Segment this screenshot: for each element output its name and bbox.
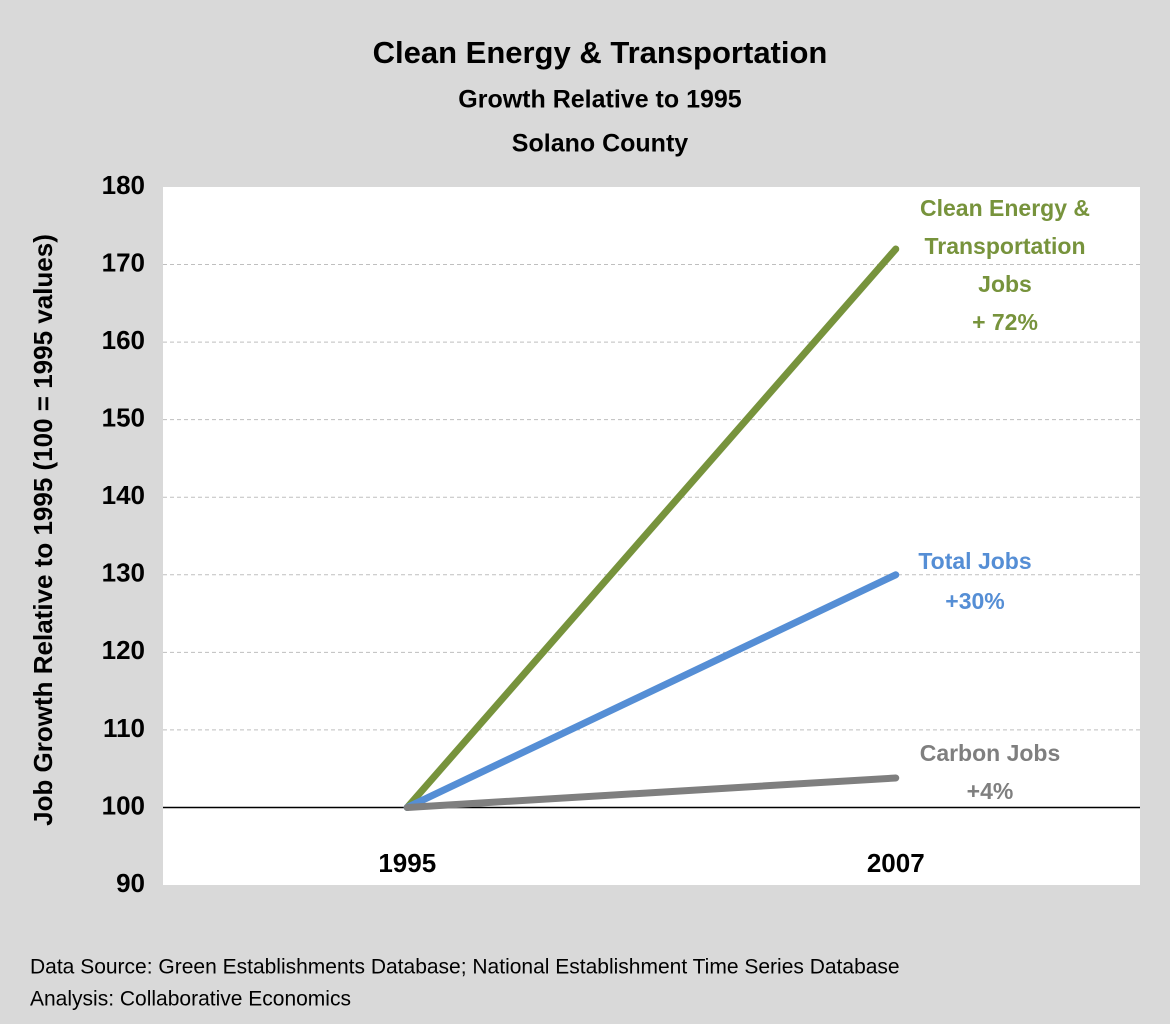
y-tick-label: 170 xyxy=(102,247,145,277)
series-label: +30% xyxy=(945,588,1004,614)
series-label: Transportation xyxy=(924,233,1085,259)
chart-subtitle: Growth Relative to 1995 xyxy=(458,86,742,114)
chart-subtitle: Solano County xyxy=(512,130,688,158)
series-label: Jobs xyxy=(978,271,1032,297)
chart-title: Clean Energy & Transportation xyxy=(373,35,828,70)
series-label: + 72% xyxy=(972,309,1038,335)
x-tick-label: 1995 xyxy=(378,848,436,878)
series-label: Carbon Jobs xyxy=(920,740,1061,766)
y-tick-label: 180 xyxy=(102,170,145,200)
series-line xyxy=(403,245,900,811)
plot-area xyxy=(163,187,1140,885)
y-tick-label: 110 xyxy=(103,713,145,743)
series-line xyxy=(403,774,900,811)
series-label: Total Jobs xyxy=(918,548,1031,574)
series-line xyxy=(403,571,900,811)
footer: Data Source: Green Establishments Databa… xyxy=(30,956,900,979)
y-tick-label: 90 xyxy=(116,868,145,898)
y-axis-label: Job Growth Relative to 1995 (100 = 1995 … xyxy=(28,234,58,826)
y-tick-label: 100 xyxy=(102,790,145,820)
y-tick-label: 160 xyxy=(102,325,145,355)
y-tick-label: 120 xyxy=(102,635,145,665)
series-label: +4% xyxy=(967,778,1014,804)
y-tick-label: 130 xyxy=(102,558,145,588)
footer: Analysis: Collaborative Economics xyxy=(30,988,351,1011)
series-label: Clean Energy & xyxy=(920,195,1090,221)
y-tick-label: 140 xyxy=(102,480,145,510)
x-tick-label: 2007 xyxy=(867,848,925,878)
y-tick-label: 150 xyxy=(102,403,145,433)
